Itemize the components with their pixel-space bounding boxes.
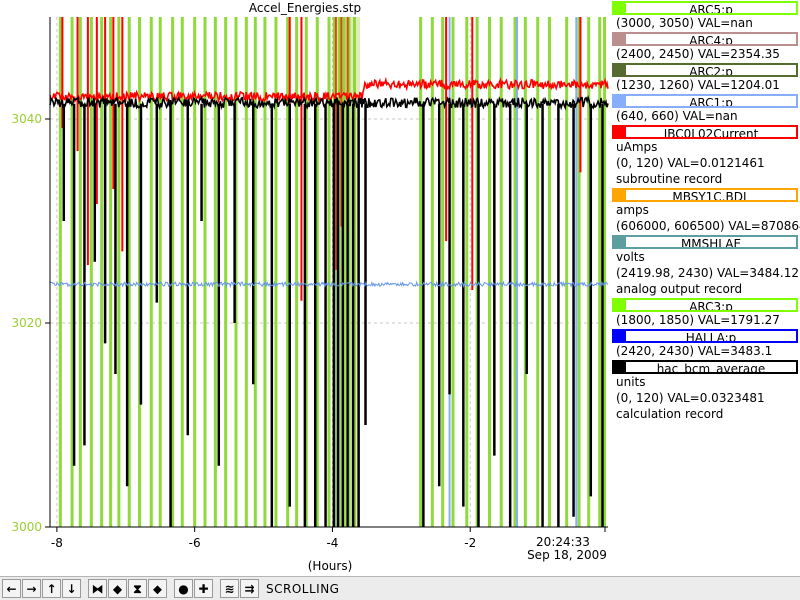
scroll-mode-icon: ⇉ xyxy=(244,583,254,595)
arrow-left-icon: ← xyxy=(6,583,16,595)
legend-info-line: (1800, 1850) VAL=1791.27 xyxy=(611,312,800,328)
legend-entry[interactable]: ARC2:p (1230, 1260) VAL=1204.01 xyxy=(611,63,800,93)
legend-pv-name[interactable]: ARC2:p xyxy=(612,63,798,77)
legend-info-line: analog output record xyxy=(611,281,800,297)
zoom-x-in-icon: ⧓ xyxy=(92,583,104,595)
legend-entry[interactable]: MMSHLAE volts (2419.98, 2430) VAL=3484.12 a… xyxy=(611,235,800,297)
legend-info-line: (0, 120) VAL=0.0121461 xyxy=(611,155,800,171)
legend-pv-name[interactable]: MBSY1C.BDL xyxy=(612,188,798,202)
add-pv-button[interactable]: ✚ xyxy=(194,579,213,598)
config-icon: ≋ xyxy=(224,583,234,595)
toolbar-buttons: ← → ↑ ↓ ⧓ ◆ ⧗ ⬥ ● ✚ ≋ ⇉ xyxy=(2,579,260,598)
zoom-y-out-icon: ⬥ xyxy=(153,583,161,595)
legend-info-line: (640, 660) VAL=nan xyxy=(611,108,800,124)
scroll-mode-button[interactable]: ⇉ xyxy=(240,579,259,598)
legend-info-line: calculation record xyxy=(611,406,800,422)
legend-info-line: (2400, 2450) VAL=2354.35 xyxy=(611,46,800,62)
plus-icon: ✚ xyxy=(198,583,208,595)
x-tick-label: -4 xyxy=(326,536,338,550)
auto-scale-icon: ● xyxy=(178,583,188,595)
legend-pv-name[interactable]: hac_bcm_average xyxy=(612,360,798,374)
legend-pv-name[interactable]: IBC0L02Current xyxy=(612,125,798,139)
y-tick-label: 3000 xyxy=(11,520,42,534)
legend-info-line: subroutine record xyxy=(611,171,800,187)
legend-pv-name[interactable]: ARC4:p xyxy=(612,32,798,46)
pan-right-button[interactable]: → xyxy=(22,579,41,598)
zoom-x-in-button[interactable]: ⧓ xyxy=(88,579,107,598)
legend-info-line: (2419.98, 2430) VAL=3484.12 xyxy=(611,265,800,281)
legend-pv-name[interactable]: ARC5:p xyxy=(612,1,798,15)
arrow-down-icon: ↓ xyxy=(66,583,76,595)
legend-info-line: volts xyxy=(611,249,800,265)
zoom-y-in-icon: ⧗ xyxy=(133,583,141,595)
legend-pv-name[interactable]: ARC1:p xyxy=(612,94,798,108)
legend-entry[interactable]: ARC5:p (3000, 3050) VAL=nan xyxy=(611,1,800,31)
legend-entry[interactable]: ARC3:p (1800, 1850) VAL=1791.27 xyxy=(611,298,800,328)
pan-left-button[interactable]: ← xyxy=(2,579,21,598)
current-time-label: 20:24:33 xyxy=(536,535,590,549)
arrow-right-icon: → xyxy=(26,583,36,595)
auto-scale-button[interactable]: ● xyxy=(174,579,193,598)
legend-pv-name[interactable]: HALLA:p xyxy=(612,329,798,343)
legend-entry[interactable]: IBC0L02Current uAmps (0, 120) VAL=0.012146… xyxy=(611,125,800,187)
legend-info-line: amps xyxy=(611,202,800,218)
legend-entry[interactable]: ARC4:p (2400, 2450) VAL=2354.35 xyxy=(611,32,800,62)
legend-entry[interactable]: MBSY1C.BDL amps (606000, 606500) VAL=87086… xyxy=(611,188,800,234)
legend-info-line: uAmps xyxy=(611,139,800,155)
x-tick-label: -6 xyxy=(189,536,201,550)
strip-chart[interactable]: -8 -6 -4 -2 3000 3020 3040 (Hours) 20:24:33 Se… xyxy=(0,0,610,576)
legend-pv-name[interactable]: MMSHLAE xyxy=(612,235,798,249)
arrow-up-icon: ↑ xyxy=(46,583,56,595)
legend-entry[interactable]: hac_bcm_average units (0, 120) VAL=0.03234… xyxy=(611,360,800,422)
legend-pv-name[interactable]: ARC3:p xyxy=(612,298,798,312)
zoom-y-in-button[interactable]: ⧗ xyxy=(128,579,147,598)
config-button[interactable]: ≋ xyxy=(220,579,239,598)
status-label: SCROLLING xyxy=(266,582,339,596)
legend-entry[interactable]: HALLA:p (2420, 2430) VAL=3483.1 xyxy=(611,329,800,359)
legend-info-line: (1230, 1260) VAL=1204.01 xyxy=(611,77,800,93)
toolbar: ← → ↑ ↓ ⧓ ◆ ⧗ ⬥ ● ✚ ≋ ⇉ SCROLLING xyxy=(0,576,800,600)
y-tick-label: 3020 xyxy=(11,316,42,330)
legend-panel: ARC5:p (3000, 3050) VAL=nan ARC4:p (2400, 2… xyxy=(611,0,800,576)
legend-info-line: units xyxy=(611,374,800,390)
x-tick-label: -2 xyxy=(464,536,476,550)
zoom-x-out-icon: ◆ xyxy=(113,583,122,595)
zoom-y-out-button[interactable]: ⬥ xyxy=(148,579,167,598)
pan-down-button[interactable]: ↓ xyxy=(62,579,81,598)
legend-info-line: (0, 120) VAL=0.0323481 xyxy=(611,390,800,406)
y-tick-label: 3040 xyxy=(11,112,42,126)
x-tick-label: -8 xyxy=(51,536,63,550)
legend-entry[interactable]: ARC1:p (640, 660) VAL=nan xyxy=(611,94,800,124)
current-date-label: Sep 18, 2009 xyxy=(527,548,607,562)
x-axis-label: (Hours) xyxy=(308,559,353,573)
legend-info-line: (3000, 3050) VAL=nan xyxy=(611,15,800,31)
legend-info-line: (606000, 606500) VAL=870864 xyxy=(611,218,800,234)
pan-up-button[interactable]: ↑ xyxy=(42,579,61,598)
legend-info-line: (2420, 2430) VAL=3483.1 xyxy=(611,343,800,359)
zoom-x-out-button[interactable]: ◆ xyxy=(108,579,127,598)
